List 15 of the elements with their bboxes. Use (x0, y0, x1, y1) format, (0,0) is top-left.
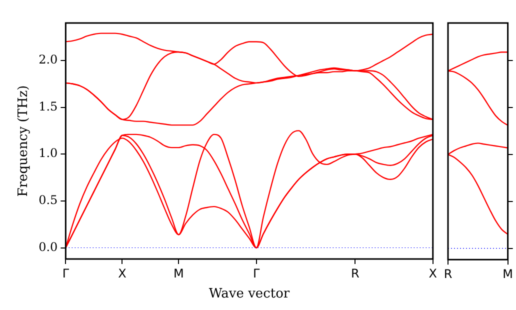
x-tick-label: R (351, 266, 360, 280)
x-axis-title: Wave vector (208, 286, 290, 302)
y-tick-label: 0.5 (38, 193, 58, 208)
y-tick-label: 1.5 (38, 99, 58, 114)
x-tick-label: Γ (253, 266, 260, 280)
y-tick-label: 1.0 (38, 146, 58, 160)
x-tick-label: X (428, 266, 438, 280)
x-tick-label: X (118, 266, 126, 280)
y-tick-label: 0.0 (38, 240, 58, 254)
x-tick-label: M (502, 266, 514, 281)
y-tick-label: 2.0 (38, 52, 58, 67)
x-tick-label: R (444, 266, 452, 281)
y-axis-title: Frequency (THz) (16, 85, 32, 197)
x-tick-label: Γ (62, 266, 70, 280)
x-tick-label: M (173, 266, 184, 280)
